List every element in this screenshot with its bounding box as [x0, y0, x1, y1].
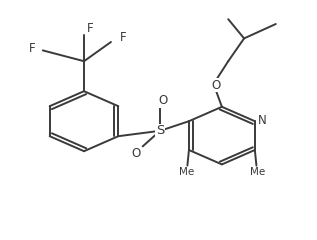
Text: F: F: [87, 22, 94, 35]
Text: N: N: [257, 114, 266, 127]
Text: Me: Me: [250, 167, 265, 177]
Text: O: O: [132, 147, 141, 160]
Text: O: O: [158, 94, 168, 107]
Text: S: S: [156, 124, 164, 137]
Text: Me: Me: [179, 167, 194, 177]
Text: F: F: [29, 42, 35, 54]
Text: F: F: [120, 31, 127, 44]
Text: O: O: [211, 79, 220, 92]
